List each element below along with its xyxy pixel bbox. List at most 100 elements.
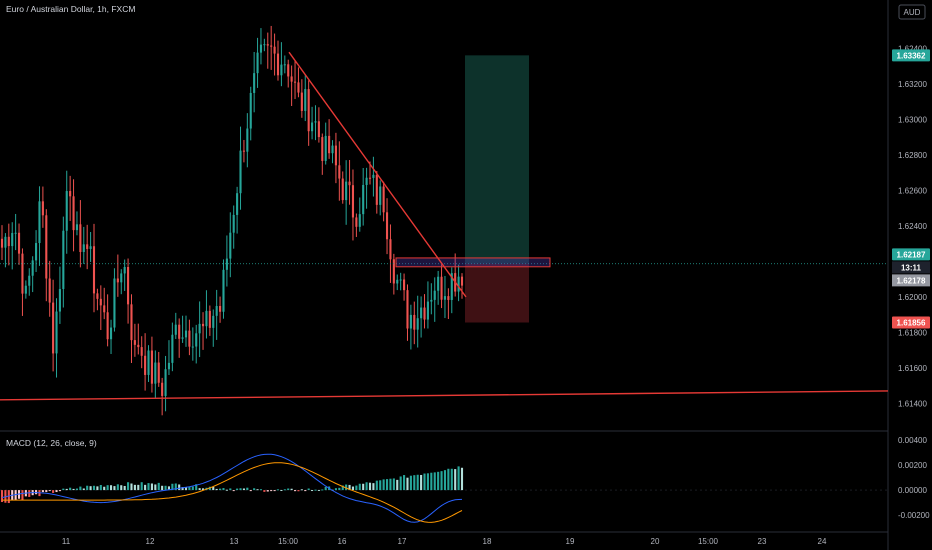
candle-up	[280, 64, 283, 76]
macd-histogram-bar	[437, 471, 440, 491]
macd-histogram-bar	[334, 488, 337, 491]
macd-histogram-bar	[154, 484, 157, 491]
macd-histogram-bar	[392, 478, 395, 491]
candle-down	[72, 196, 75, 231]
candle-up	[171, 334, 174, 363]
candle-down	[385, 212, 389, 240]
candle-down	[116, 278, 119, 283]
candle-up	[420, 307, 423, 319]
macd-histogram-bar	[72, 488, 75, 491]
macd-histogram-bar	[406, 477, 409, 491]
currency-button[interactable]: AUD	[898, 4, 926, 20]
macd-histogram-bar	[382, 479, 385, 491]
candle-down	[21, 253, 24, 294]
candle-down	[338, 165, 341, 179]
macd-histogram-bar	[191, 486, 194, 491]
candle-up	[184, 330, 188, 338]
macd-histogram-bar	[460, 467, 464, 491]
macd-histogram-bar	[413, 475, 416, 491]
macd-histogram-bar	[314, 489, 317, 491]
macd-histogram-bar	[317, 489, 320, 491]
macd-histogram-bar	[127, 482, 130, 491]
macd-histogram-bar	[420, 474, 423, 491]
macd-histogram-bar	[52, 490, 55, 493]
candle-up	[433, 290, 436, 300]
macd-histogram-bar	[399, 476, 402, 491]
candle-up	[113, 278, 116, 328]
macd-histogram-bar	[416, 474, 419, 491]
candle-up	[236, 193, 239, 215]
price-axis[interactable]: 1.62400 1.63200 1.63000 1.62800 1.62600 1.624…	[898, 45, 927, 409]
candle-down	[273, 46, 276, 54]
macd-tick-label: -0.00200	[898, 511, 930, 520]
macd-histogram-bar	[106, 485, 109, 491]
candle-up	[283, 64, 286, 66]
candle-down	[150, 350, 153, 384]
candle-down	[334, 145, 337, 166]
macd-axis[interactable]: 0.00400 0.00200 0.00000 -0.00200	[898, 436, 930, 520]
candle-up	[443, 296, 447, 300]
candle-up	[28, 275, 31, 286]
macd-histogram-bar	[283, 489, 286, 491]
macd-histogram-bar	[270, 490, 273, 492]
candle-down	[276, 53, 280, 76]
macd-tick-label: 0.00000	[898, 486, 927, 495]
price-tick-label: 1.61400	[898, 399, 927, 408]
candle-up	[358, 214, 361, 227]
macd-histogram-bar	[65, 488, 68, 491]
candle-up	[198, 323, 201, 334]
macd-histogram-bar	[355, 485, 358, 491]
price-tick-label: 1.62000	[898, 293, 927, 302]
candle-down	[140, 347, 143, 356]
macd-histogram-bar	[55, 490, 58, 493]
macd-histogram-bar	[242, 488, 245, 491]
candle-up	[314, 121, 317, 123]
candle-down	[45, 215, 48, 279]
candle-down	[413, 314, 416, 330]
time-axis[interactable]: 11 12 13 15:00 16 17 18 19 20 15:00 23 24	[62, 537, 827, 546]
candle-down	[307, 89, 310, 132]
macd-histogram-bar	[249, 490, 252, 492]
macd-histogram-bar	[96, 486, 99, 491]
macd-histogram-bar	[454, 469, 457, 491]
macd-histogram-bar	[137, 484, 140, 491]
candle-up	[123, 266, 126, 274]
time-tick-label: 12	[146, 537, 155, 546]
candle-up	[75, 224, 79, 231]
time-tick-label: 19	[566, 537, 575, 546]
macd-histogram-bar	[307, 488, 310, 491]
macd-histogram-bar	[450, 468, 453, 491]
macd-histogram-bar	[215, 488, 218, 491]
time-tick-label: 13	[230, 537, 239, 546]
time-tick-label: 24	[818, 537, 827, 546]
macd-histogram-bar	[389, 478, 392, 491]
time-tick-label: 23	[758, 537, 767, 546]
macd-histogram-bar	[184, 487, 188, 491]
currency-button-label: AUD	[904, 8, 921, 17]
price-tick-label: 1.61800	[898, 328, 927, 337]
candle-down	[41, 201, 44, 216]
macd-histogram-bar	[321, 489, 324, 491]
candle-down	[297, 82, 300, 93]
candle-up	[215, 305, 218, 316]
candle-up	[181, 337, 184, 339]
macd-histogram-bar	[375, 480, 378, 491]
candle-down	[79, 224, 82, 253]
macd-histogram-bar	[229, 488, 232, 491]
candle-up	[120, 273, 123, 283]
macd-tick-label: 0.00200	[898, 461, 927, 470]
macd-histogram-bar	[28, 490, 31, 497]
macd-histogram-bar	[144, 484, 147, 491]
macd-histogram-bar	[280, 489, 283, 491]
support-trendline	[0, 390, 889, 401]
macd-histogram-bar	[232, 490, 235, 492]
macd-histogram-bar	[188, 486, 191, 491]
candle-up	[457, 276, 460, 292]
signal-line	[2, 462, 463, 523]
candle-down	[317, 121, 320, 138]
macd-histogram-bar	[103, 486, 106, 491]
candle-up	[259, 44, 263, 53]
candle-down	[127, 266, 130, 305]
macd-histogram-bar	[287, 488, 290, 491]
